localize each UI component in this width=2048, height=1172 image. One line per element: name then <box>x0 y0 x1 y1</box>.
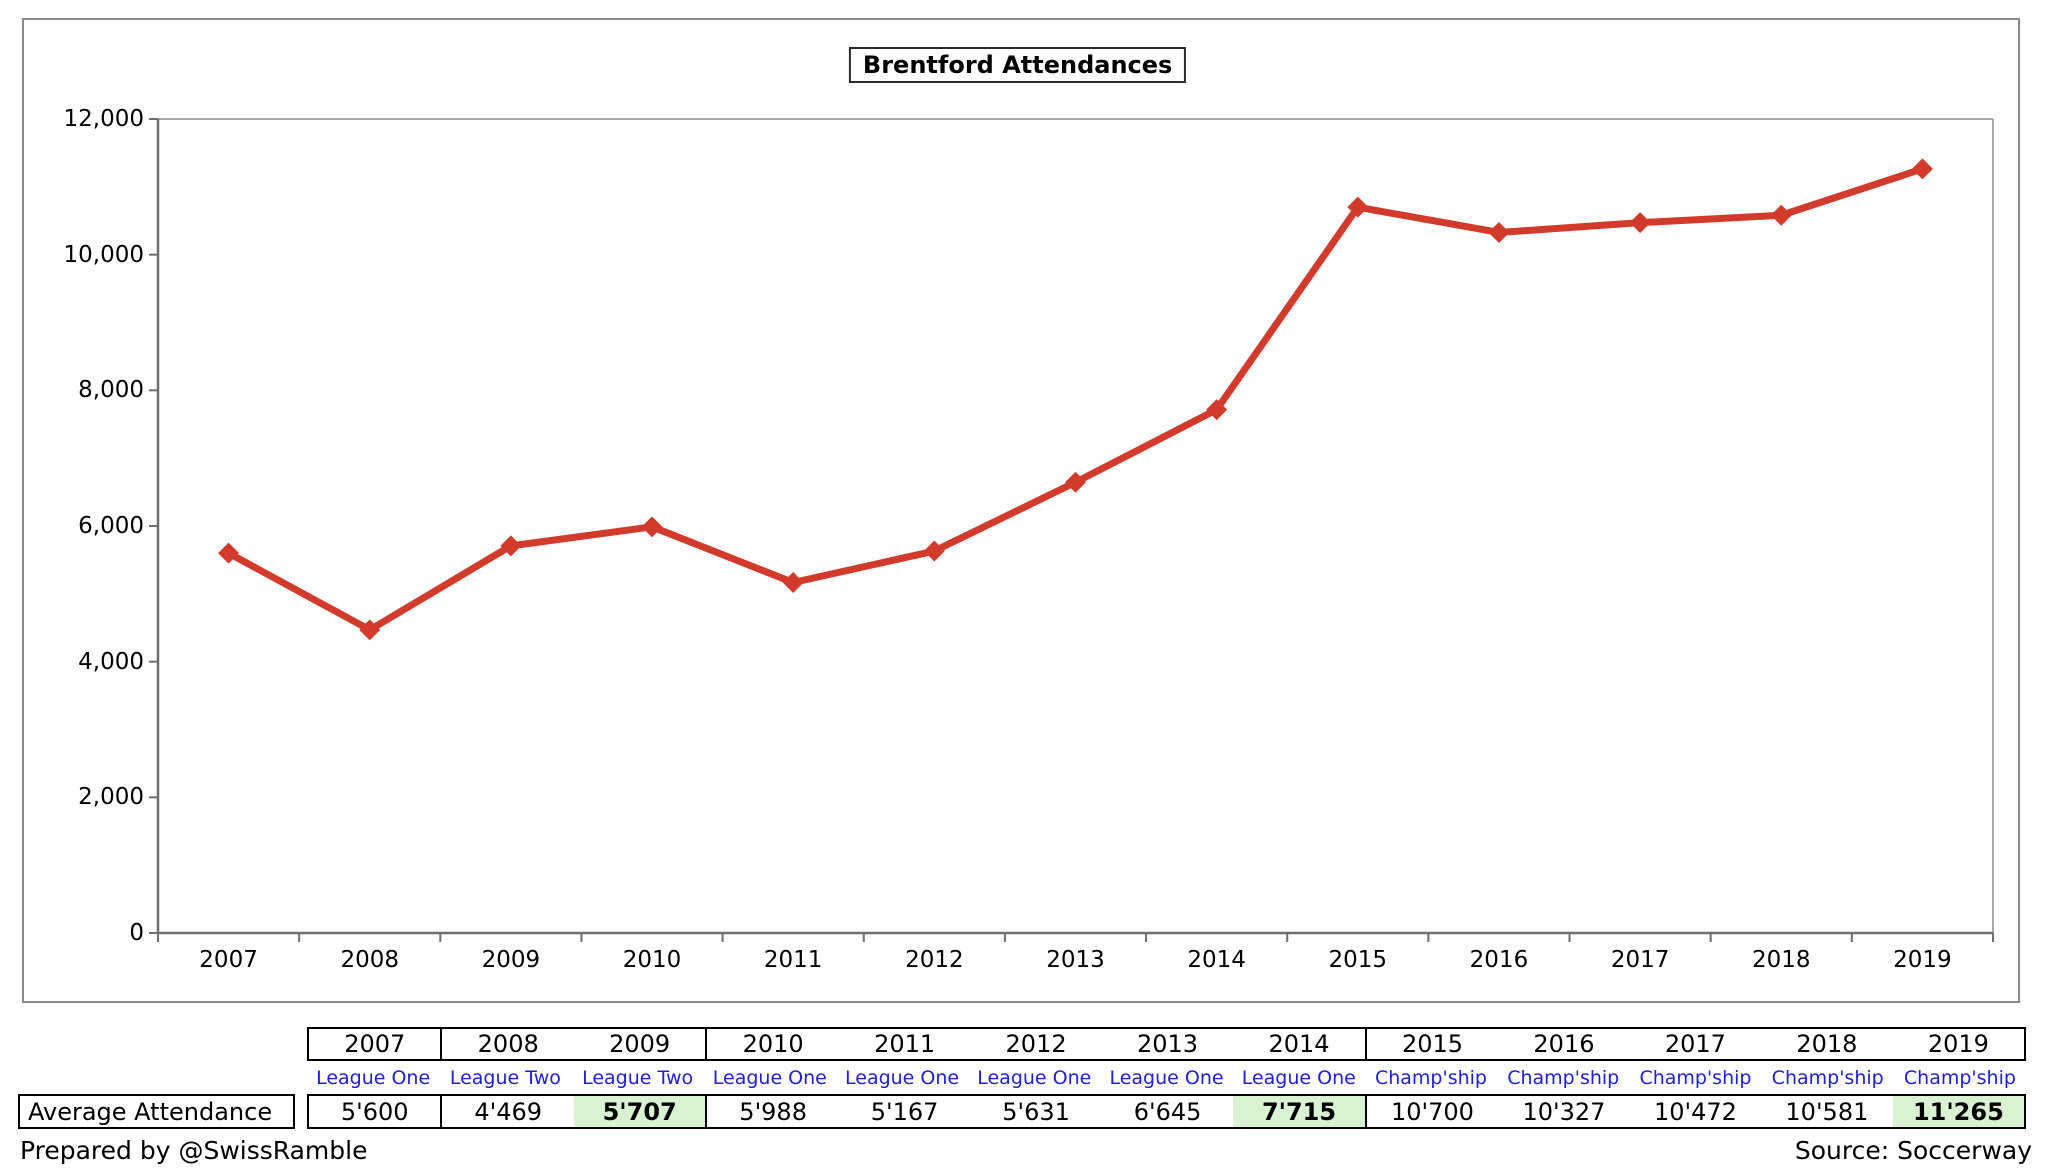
league-cell-2011: League One <box>845 1066 960 1089</box>
attendance-chart: Brentford Attendances 0 2,000 4,000 6,000 8,… <box>22 18 2020 1003</box>
x-axis-label-2013: 2013 <box>1046 947 1105 973</box>
data-point-2009 <box>500 535 522 557</box>
line-plot <box>149 118 1994 942</box>
table-row-label: Average Attendance <box>18 1094 295 1129</box>
y-axis-label-6000: 6,000 <box>78 513 144 539</box>
league-cell-2018: Champ'ship <box>1771 1066 1884 1089</box>
data-point-2010 <box>641 516 663 538</box>
x-axis-label-2010: 2010 <box>622 947 682 973</box>
league-cell-2008: League Two <box>449 1066 561 1089</box>
value-cell-2009: 5'707 <box>573 1096 706 1127</box>
league-cell-2015: Champ'ship <box>1374 1066 1487 1089</box>
year-cell-2013: 2013 <box>1137 1030 1199 1058</box>
chart-title: Brentford Attendances <box>848 47 1187 83</box>
data-point-2015 <box>1347 196 1369 218</box>
data-point-2017 <box>1629 212 1651 234</box>
x-axis-label-2014: 2014 <box>1187 947 1246 973</box>
value-cell-2011: 5'167 <box>870 1097 939 1126</box>
source-text: Source: Soccerway <box>1794 1136 2032 1165</box>
data-point-2016 <box>1488 221 1510 243</box>
league-cell-2016: Champ'ship <box>1507 1066 1620 1089</box>
x-axis-label-2009: 2009 <box>481 947 541 973</box>
year-cell-2019: 2019 <box>1927 1030 1989 1058</box>
year-cell-2016: 2016 <box>1533 1030 1595 1058</box>
x-axis-label-2017: 2017 <box>1610 947 1670 973</box>
y-axis-label-0: 0 <box>129 920 144 946</box>
league-cell-2017: Champ'ship <box>1639 1066 1752 1089</box>
value-cell-2015: 10'700 <box>1364 1096 1498 1127</box>
year-cell-2009: 2009 <box>609 1030 671 1058</box>
value-cell-2014: 7'715 <box>1233 1096 1365 1127</box>
league-cell-2007: League One <box>316 1066 431 1089</box>
data-point-2008 <box>359 619 381 641</box>
year-cell-2018: 2018 <box>1796 1030 1858 1058</box>
y-axis-label-12000: 12,000 <box>63 106 144 132</box>
data-point-2014 <box>1206 399 1228 421</box>
x-axis-label-2016: 2016 <box>1469 947 1529 973</box>
league-cell-2012: League One <box>977 1066 1092 1089</box>
table-league-row: League One League Two League Two League One… <box>307 1063 2026 1092</box>
league-cell-2009: League Two <box>582 1066 694 1089</box>
y-axis-label-10000: 10,000 <box>63 241 144 268</box>
table-value-row: 5'600 4'469 5'707 5'988 5'167 5'631 6'645 7'715… <box>307 1094 2026 1129</box>
data-point-2018 <box>1770 204 1792 226</box>
year-cell-2014: 2014 <box>1268 1030 1330 1058</box>
year-cell-2007: 2007 <box>344 1030 406 1058</box>
table-year-row: 2007 2008 2009 2010 2011 2012 2013 2014 2015 2016… <box>307 1027 2026 1061</box>
league-cell-2014: League One <box>1241 1066 1356 1089</box>
y-axis-label-2000: 2,000 <box>78 784 144 811</box>
value-cell-2012: 5'631 <box>1002 1097 1070 1126</box>
value-cell-2018: 10'581 <box>1785 1097 1869 1126</box>
value-cell-2017: 10'472 <box>1653 1097 1737 1126</box>
y-axis-label-4000: 4,000 <box>78 648 144 675</box>
x-axis-label-2011: 2011 <box>763 947 823 973</box>
year-cell-2017: 2017 <box>1664 1030 1726 1058</box>
data-point-2012 <box>923 540 945 562</box>
value-cell-2008: 4'469 <box>440 1096 573 1127</box>
y-axis-label-8000: 8,000 <box>78 377 144 404</box>
year-cell-2010: 2010 <box>705 1029 838 1059</box>
value-cell-2019: 11'265 <box>1892 1096 2025 1127</box>
value-cell-2010: 5'988 <box>705 1096 838 1127</box>
year-cell-2011: 2011 <box>874 1030 936 1058</box>
value-cell-2007: 5'600 <box>340 1097 409 1126</box>
data-point-2011 <box>782 572 804 594</box>
value-cell-2013: 6'645 <box>1133 1097 1202 1126</box>
x-axis-label-2015: 2015 <box>1328 947 1388 973</box>
prepared-by-text: Prepared by @SwissRamble <box>20 1136 368 1165</box>
x-axis-label-2019: 2019 <box>1893 947 1952 973</box>
x-axis-label-2018: 2018 <box>1751 947 1811 973</box>
year-cell-2015: 2015 <box>1364 1029 1498 1059</box>
data-point-2007 <box>218 542 240 564</box>
league-cell-2013: League One <box>1109 1066 1224 1089</box>
attendance-series-line <box>226 165 1924 634</box>
league-cell-2010: League One <box>712 1066 827 1089</box>
value-cell-2016: 10'327 <box>1522 1097 1606 1126</box>
x-axis-label-2012: 2012 <box>905 947 964 973</box>
x-axis-label-2008: 2008 <box>340 947 399 973</box>
data-point-2019 <box>1911 158 1933 180</box>
x-axis-label-2007: 2007 <box>199 947 258 973</box>
league-cell-2019: Champ'ship <box>1903 1066 2016 1089</box>
year-cell-2012: 2012 <box>1005 1030 1067 1058</box>
data-point-2013 <box>1065 471 1086 493</box>
year-cell-2008: 2008 <box>440 1029 573 1059</box>
